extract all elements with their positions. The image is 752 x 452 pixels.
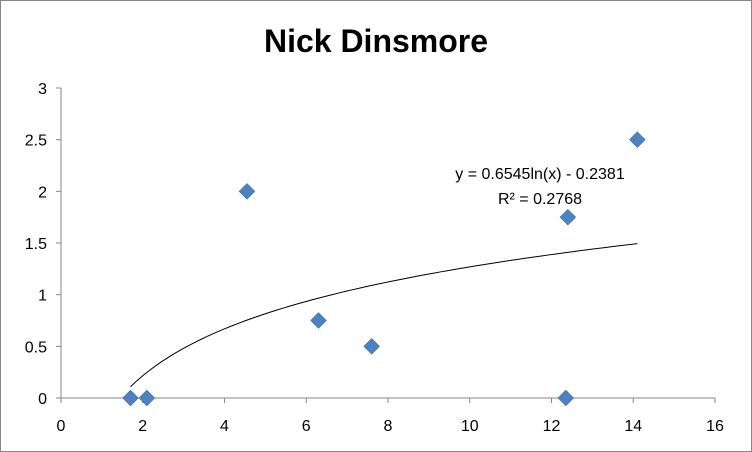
data-point-marker [122,389,139,407]
y-tick-label: 0.5 [25,339,47,356]
y-tick-label: 2.5 [25,133,47,150]
x-tick-label: 12 [543,418,561,435]
y-axis-ticks: 0 0.5 1 1.5 2 2.5 3 [25,81,61,408]
x-tick-label: 6 [302,418,311,435]
y-tick-label: 2 [38,184,47,201]
data-point-marker [238,182,256,200]
y-tick-label: 1 [38,288,47,305]
y-tick-label: 0 [38,391,47,408]
x-tick-label: 10 [461,418,479,435]
trendline-equation: y = 0.6545ln(x) - 0.2381 [455,166,625,183]
data-point-marker [138,389,156,407]
data-point-marker [363,337,381,355]
y-tick-label: 3 [38,81,47,98]
x-tick-label: 14 [624,418,642,435]
y-tick-label: 1.5 [25,236,47,253]
data-point-marker [310,312,327,329]
data-point-marker [557,389,575,407]
x-tick-label: 16 [706,418,724,435]
x-tick-label: 4 [220,418,229,435]
trendline-r-squared: R² = 0.2768 [498,191,582,208]
x-tick-label: 0 [57,418,66,435]
x-tick-label: 8 [384,418,393,435]
log-trendline [130,243,638,388]
x-tick-label: 2 [138,418,147,435]
data-point-marker [628,131,646,149]
chart-title: Nick Dinsmore [264,23,488,59]
data-point-marker [559,208,577,226]
trendline-group [130,243,638,388]
x-axis-ticks: 0 2 4 6 8 10 12 14 16 [57,398,724,435]
data-points [122,131,646,407]
